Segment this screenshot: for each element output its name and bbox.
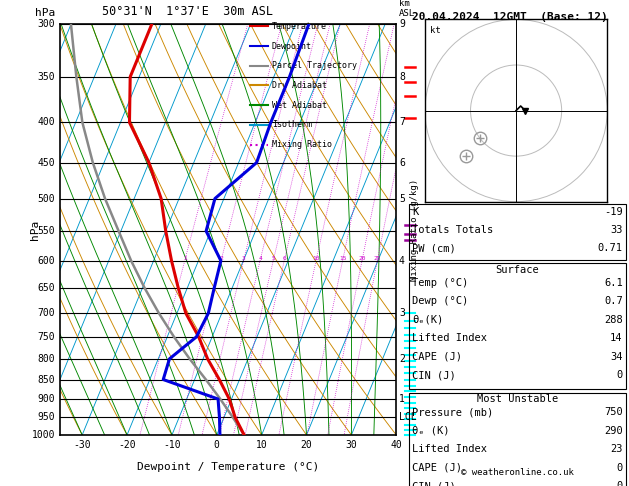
- Text: 650: 650: [38, 283, 55, 293]
- Text: 0: 0: [616, 370, 623, 381]
- Text: Dewpoint: Dewpoint: [272, 42, 312, 51]
- Text: 14: 14: [610, 333, 623, 344]
- Text: CIN (J): CIN (J): [412, 370, 456, 381]
- Text: Isotherm: Isotherm: [272, 121, 312, 129]
- Text: 0: 0: [616, 463, 623, 473]
- Text: 1000: 1000: [32, 430, 55, 440]
- Text: -30: -30: [74, 440, 91, 451]
- Text: 30: 30: [345, 440, 357, 451]
- Text: θₑ(K): θₑ(K): [412, 315, 443, 325]
- Text: 25: 25: [374, 256, 381, 260]
- Text: 4: 4: [259, 256, 262, 260]
- Text: 1: 1: [399, 394, 405, 404]
- Text: Pressure (mb): Pressure (mb): [412, 407, 493, 417]
- Text: Temp (°C): Temp (°C): [412, 278, 468, 288]
- Text: Dewpoint / Temperature (°C): Dewpoint / Temperature (°C): [137, 462, 319, 472]
- Text: CAPE (J): CAPE (J): [412, 463, 462, 473]
- Text: hPa: hPa: [35, 8, 55, 18]
- Text: 6: 6: [282, 256, 286, 260]
- Text: 300: 300: [38, 19, 55, 29]
- Text: 20: 20: [301, 440, 313, 451]
- Text: Parcel Trajectory: Parcel Trajectory: [272, 61, 357, 70]
- Text: 40: 40: [391, 440, 402, 451]
- Text: 950: 950: [38, 413, 55, 422]
- Text: Totals Totals: Totals Totals: [412, 225, 493, 235]
- Text: 750: 750: [38, 332, 55, 342]
- Text: 6.1: 6.1: [604, 278, 623, 288]
- Text: 3: 3: [242, 256, 245, 260]
- Text: 700: 700: [38, 308, 55, 318]
- Text: 500: 500: [38, 193, 55, 204]
- Text: 20: 20: [359, 256, 365, 260]
- Text: -20: -20: [118, 440, 136, 451]
- Text: 3: 3: [399, 308, 405, 318]
- Text: Wet Adiabat: Wet Adiabat: [272, 101, 326, 110]
- Text: 290: 290: [604, 426, 623, 436]
- Text: 850: 850: [38, 375, 55, 384]
- Text: PW (cm): PW (cm): [412, 243, 456, 254]
- Text: 50°31'N  1°37'E  30m ASL: 50°31'N 1°37'E 30m ASL: [102, 5, 273, 18]
- Text: Temperature: Temperature: [272, 22, 326, 31]
- Text: 450: 450: [38, 157, 55, 168]
- Text: 8: 8: [399, 72, 405, 82]
- Text: Most Unstable: Most Unstable: [477, 394, 558, 404]
- Text: 5: 5: [399, 193, 405, 204]
- Text: 33: 33: [610, 225, 623, 235]
- Text: 20.04.2024  12GMT  (Base: 12): 20.04.2024 12GMT (Base: 12): [412, 12, 608, 22]
- Text: 750: 750: [604, 407, 623, 417]
- Text: 34: 34: [610, 352, 623, 362]
- Text: hPa: hPa: [30, 220, 40, 240]
- Text: -19: -19: [604, 207, 623, 217]
- Text: K: K: [412, 207, 418, 217]
- Text: Mixing Ratio (g/kg): Mixing Ratio (g/kg): [410, 178, 420, 281]
- Text: 6: 6: [399, 157, 405, 168]
- Text: LCL: LCL: [399, 413, 416, 422]
- Text: 9: 9: [399, 19, 405, 29]
- Text: 800: 800: [38, 354, 55, 364]
- Text: 10: 10: [256, 440, 267, 451]
- Text: CAPE (J): CAPE (J): [412, 352, 462, 362]
- Text: 288: 288: [604, 315, 623, 325]
- Text: 4: 4: [399, 256, 405, 266]
- Text: Dry Adiabat: Dry Adiabat: [272, 81, 326, 90]
- Text: 900: 900: [38, 394, 55, 404]
- Text: 600: 600: [38, 256, 55, 266]
- Text: 0.71: 0.71: [598, 243, 623, 254]
- Text: 1: 1: [183, 256, 187, 260]
- Text: Dewp (°C): Dewp (°C): [412, 296, 468, 307]
- Text: 5: 5: [271, 256, 275, 260]
- Text: Mixing Ratio: Mixing Ratio: [272, 140, 331, 149]
- Text: CIN (J): CIN (J): [412, 481, 456, 486]
- Text: 7: 7: [399, 118, 405, 127]
- Text: kt: kt: [430, 26, 440, 35]
- Text: 10: 10: [313, 256, 320, 260]
- Text: 0.7: 0.7: [604, 296, 623, 307]
- Text: 0: 0: [616, 481, 623, 486]
- Text: 400: 400: [38, 118, 55, 127]
- Text: 2: 2: [399, 354, 405, 364]
- Text: © weatheronline.co.uk: © weatheronline.co.uk: [461, 468, 574, 477]
- Text: Lifted Index: Lifted Index: [412, 333, 487, 344]
- Text: 2: 2: [219, 256, 223, 260]
- Text: -10: -10: [163, 440, 181, 451]
- Text: θₑ (K): θₑ (K): [412, 426, 450, 436]
- Text: 15: 15: [339, 256, 347, 260]
- Text: 550: 550: [38, 226, 55, 236]
- Text: Lifted Index: Lifted Index: [412, 444, 487, 454]
- Text: km
ASL: km ASL: [399, 0, 415, 18]
- Text: 350: 350: [38, 72, 55, 82]
- Text: 23: 23: [610, 444, 623, 454]
- Text: Surface: Surface: [496, 265, 539, 275]
- Text: 0: 0: [214, 440, 220, 451]
